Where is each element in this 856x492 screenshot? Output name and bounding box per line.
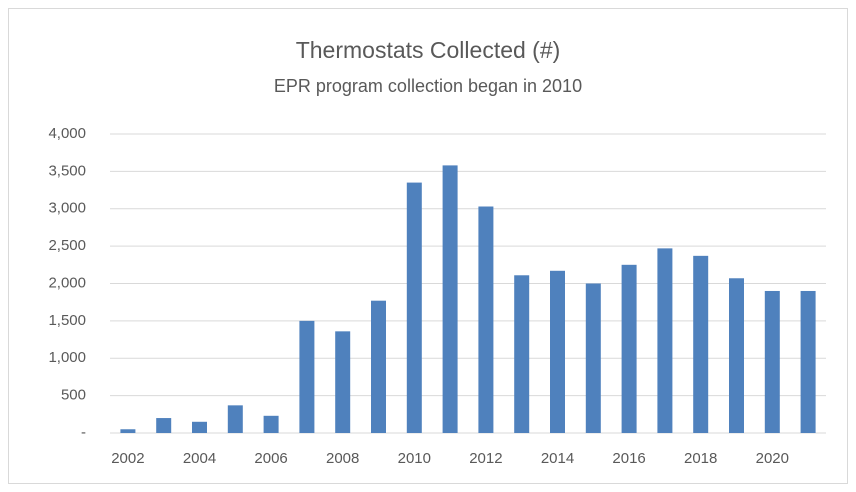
x-tick-label: 2010 [398,450,431,467]
bar [227,405,243,433]
x-tick-label: 2002 [111,450,144,467]
y-tick-label: 4,000 [48,125,86,142]
bar [550,270,565,433]
x-tick-label: 2008 [326,450,359,467]
x-tick-label: 2012 [469,450,502,467]
bar [657,248,673,433]
bar [442,165,458,433]
bar [693,255,709,433]
y-tick-label: 3,000 [48,200,86,217]
bar [120,429,136,433]
bar [192,421,207,433]
bar [406,182,422,433]
y-tick-label: 500 [61,387,86,404]
bar [478,206,494,433]
bar [299,320,315,433]
x-tick-label: 2016 [612,450,645,467]
y-tick-label: - [81,424,86,441]
y-tick-label: 1,000 [48,349,86,366]
bar [514,275,530,433]
chart-title: Thermostats Collected (#) [296,37,561,63]
y-tick-label: 1,500 [48,312,86,329]
bar [800,290,816,433]
bar [764,290,780,433]
y-tick-label: 2,000 [48,274,86,291]
bar [621,264,637,433]
y-tick-label: 3,500 [48,162,86,179]
chart-subtitle: EPR program collection began in 2010 [274,76,582,96]
bar [371,300,386,433]
x-tick-label: 2006 [254,450,287,467]
x-tick-label: 2014 [541,450,574,467]
x-tick-label: 2020 [756,450,789,467]
x-tick-label: 2004 [183,450,216,467]
bar [263,415,279,433]
bar [585,283,601,433]
y-tick-label: 2,500 [48,237,86,254]
bar [335,331,351,433]
bar [156,418,172,433]
bar [729,278,744,433]
x-tick-label: 2018 [684,450,717,467]
